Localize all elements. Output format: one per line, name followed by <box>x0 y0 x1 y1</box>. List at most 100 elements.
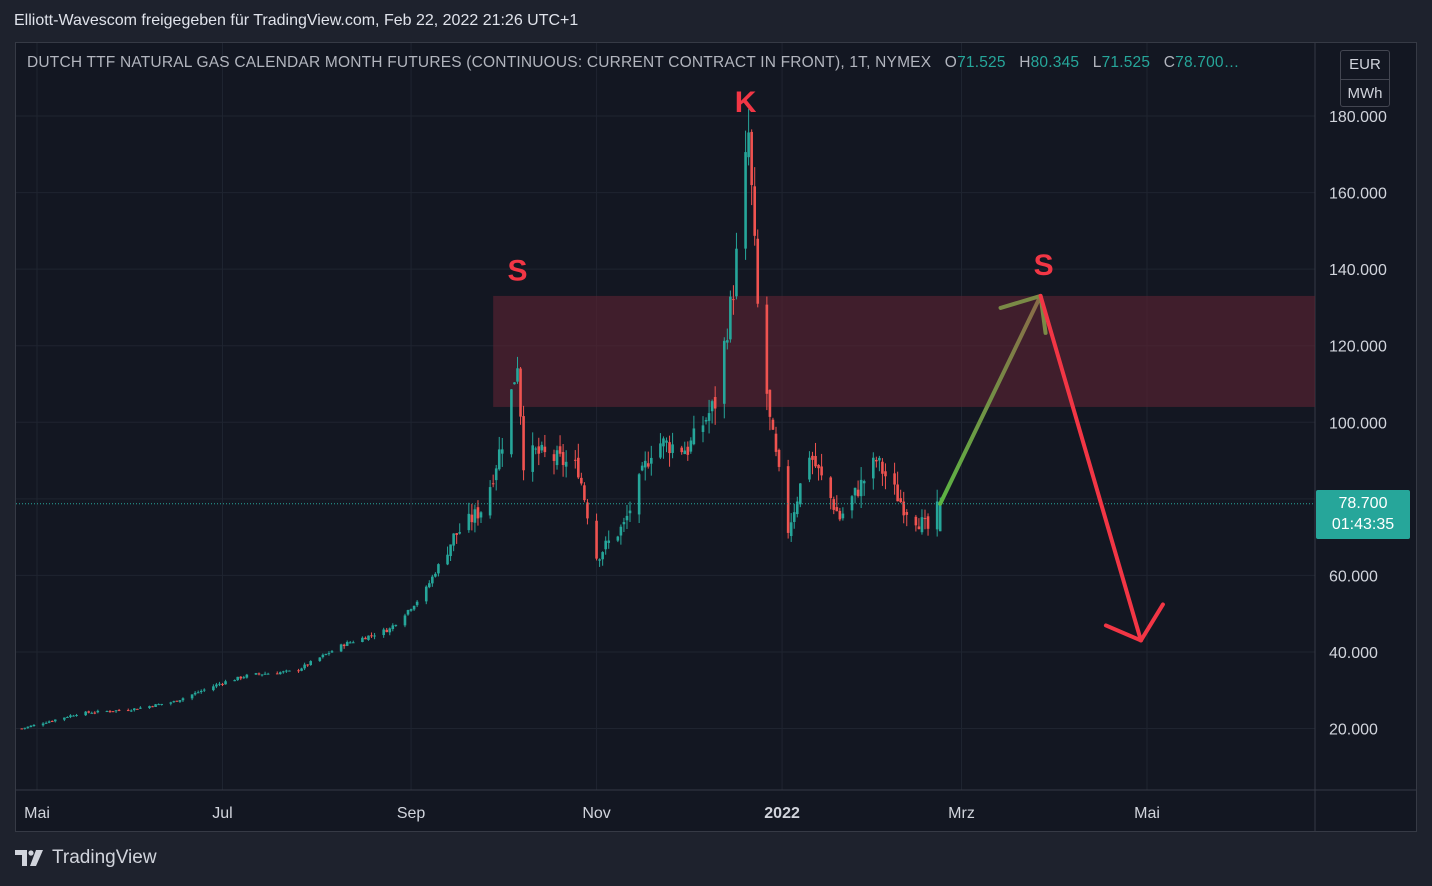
candle-down <box>561 452 565 465</box>
measure-unit[interactable]: MWh <box>1341 79 1389 108</box>
candle-up <box>199 690 203 693</box>
candle-down <box>756 238 760 304</box>
candle-up <box>348 642 352 644</box>
candle-up <box>263 673 267 675</box>
candle-up <box>266 673 270 675</box>
candle-up <box>406 610 410 615</box>
candle-up <box>345 641 349 646</box>
candle-down <box>917 526 921 530</box>
candle-up <box>540 444 544 451</box>
open-label: O <box>944 54 958 71</box>
currency-unit[interactable]: EUR <box>1349 56 1381 73</box>
candle-up <box>497 449 501 470</box>
candle-up <box>935 501 939 530</box>
bar-countdown: 01:43:35 <box>1331 516 1395 533</box>
candle-up <box>841 513 845 519</box>
candle-up <box>789 522 793 537</box>
candle-up <box>96 710 100 713</box>
y-tick-label: 40.000 <box>1329 645 1378 662</box>
candle-up <box>808 457 811 480</box>
candle-up <box>169 702 173 704</box>
candle-up <box>601 552 604 560</box>
candle-down <box>117 709 121 711</box>
candle-down <box>686 446 690 455</box>
candle-up <box>160 703 163 705</box>
candle-down <box>896 484 899 502</box>
candle-up <box>32 724 36 727</box>
candle-down <box>713 397 717 409</box>
candle-up <box>795 501 799 515</box>
candle-up <box>63 717 66 720</box>
x-tick-label: Nov <box>582 805 610 822</box>
candle-up <box>662 438 665 447</box>
candle-up <box>704 420 708 422</box>
candle-up <box>494 468 498 481</box>
resistance-zone <box>493 295 1315 407</box>
unit-selector[interactable]: EUR MWh <box>1340 50 1390 107</box>
candle-up <box>133 708 136 711</box>
candle-up <box>288 670 291 672</box>
candle-up <box>409 609 413 611</box>
candle-up <box>458 532 462 534</box>
chart-frame[interactable] <box>15 42 1417 832</box>
candle-down <box>543 446 547 453</box>
candle-down <box>732 299 735 301</box>
candle-up <box>303 664 306 669</box>
candle-down <box>111 711 115 713</box>
candle-up <box>114 710 118 712</box>
candle-up <box>479 512 483 518</box>
candle-up <box>449 544 452 557</box>
candle-up <box>212 686 215 691</box>
candle-down <box>306 664 309 666</box>
candle-up <box>500 449 504 454</box>
candle-up <box>193 692 197 695</box>
candle-down <box>750 131 753 186</box>
candle-up <box>148 706 151 709</box>
candle-up <box>66 716 69 718</box>
candle-up <box>236 676 240 681</box>
candle-down <box>342 644 346 647</box>
candle-up <box>324 653 328 655</box>
candle-up <box>640 465 644 471</box>
candle-down <box>902 501 906 516</box>
candle-down <box>239 676 243 679</box>
candle-up <box>607 540 611 543</box>
candle-up <box>729 296 732 340</box>
candle-down <box>175 700 179 702</box>
wave-label-2: S <box>1034 249 1054 282</box>
candle-down <box>470 514 474 523</box>
candle-up <box>604 540 607 550</box>
candle-up <box>625 515 629 521</box>
candle-up <box>394 624 398 626</box>
candle-up <box>172 701 176 703</box>
candle-up <box>747 132 750 158</box>
tradingview-brand[interactable]: TradingView <box>15 847 157 869</box>
candle-up <box>382 629 385 636</box>
candle-up <box>488 487 492 516</box>
candle-up <box>665 440 668 443</box>
candle-up <box>616 536 620 541</box>
candle-up <box>531 445 534 472</box>
candle-up <box>403 615 407 626</box>
candle-down <box>786 466 790 533</box>
candle-up <box>859 479 863 497</box>
candle-down <box>221 683 224 685</box>
candle-up <box>643 460 647 468</box>
candle-up <box>178 700 182 702</box>
candle-up <box>431 576 434 584</box>
candle-up <box>321 654 325 658</box>
candle-down <box>820 466 823 476</box>
candle-up <box>446 554 449 565</box>
candle-down <box>771 419 775 430</box>
candle-up <box>190 694 194 699</box>
candle-down <box>680 447 684 453</box>
candle-up <box>799 483 802 505</box>
candle-up <box>516 368 519 382</box>
wave-label-1: K <box>735 86 757 119</box>
candle-down <box>881 461 884 474</box>
candle-up <box>367 635 370 640</box>
brand-name: TradingView <box>52 847 157 868</box>
high-value: 80.345 <box>1030 54 1080 71</box>
candle-up <box>619 526 623 536</box>
